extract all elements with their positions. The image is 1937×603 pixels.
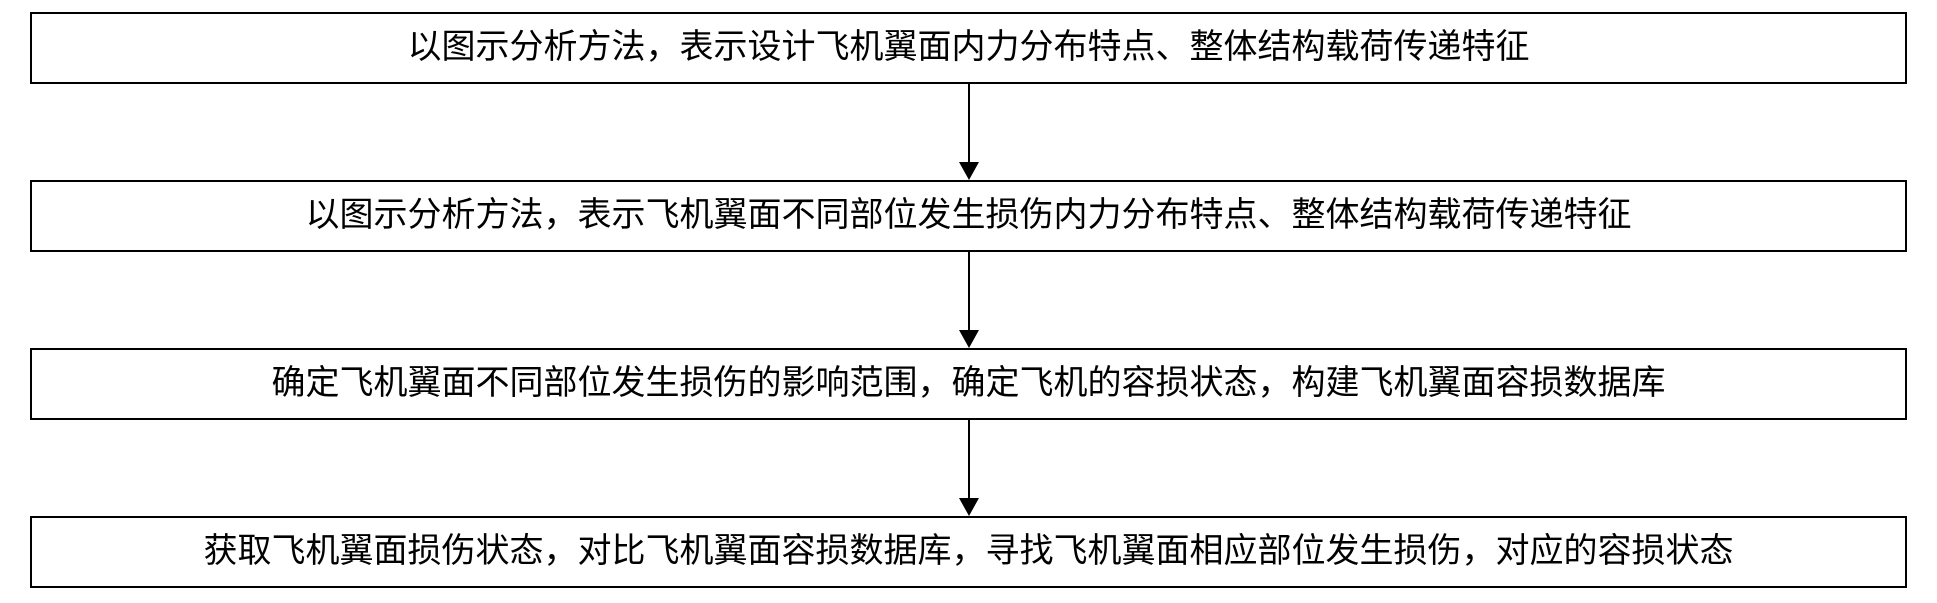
arrow-head-icon — [959, 498, 979, 516]
arrow-head-icon — [959, 330, 979, 348]
arrow-head-icon — [959, 162, 979, 180]
flow-node-step1: 以图示分析方法，表示设计飞机翼面内力分布特点、整体结构载荷传递特征 — [30, 12, 1907, 84]
flow-node-label: 确定飞机翼面不同部位发生损伤的影响范围，确定飞机的容损状态，构建飞机翼面容损数据… — [262, 364, 1676, 405]
flowchart-container: 以图示分析方法，表示设计飞机翼面内力分布特点、整体结构载荷传递特征 以图示分析方… — [0, 0, 1937, 603]
arrow-line — [968, 84, 970, 162]
flow-node-step4: 获取飞机翼面损伤状态，对比飞机翼面容损数据库，寻找飞机翼面相应部位发生损伤，对应… — [30, 516, 1907, 588]
flow-node-step2: 以图示分析方法，表示飞机翼面不同部位发生损伤内力分布特点、整体结构载荷传递特征 — [30, 180, 1907, 252]
flow-node-step3: 确定飞机翼面不同部位发生损伤的影响范围，确定飞机的容损状态，构建飞机翼面容损数据… — [30, 348, 1907, 420]
flow-node-label: 以图示分析方法，表示飞机翼面不同部位发生损伤内力分布特点、整体结构载荷传递特征 — [296, 196, 1642, 237]
flow-node-label: 获取飞机翼面损伤状态，对比飞机翼面容损数据库，寻找飞机翼面相应部位发生损伤，对应… — [194, 532, 1744, 573]
flow-node-label: 以图示分析方法，表示设计飞机翼面内力分布特点、整体结构载荷传递特征 — [398, 28, 1540, 69]
arrow-line — [968, 252, 970, 330]
arrow-line — [968, 420, 970, 498]
